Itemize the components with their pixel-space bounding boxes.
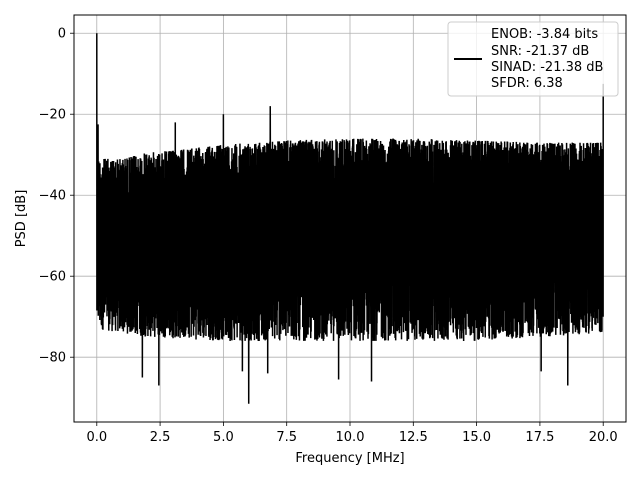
legend-entry-snr: SNR: -21.37 dB <box>491 44 589 59</box>
x-tick-label: 20.0 <box>589 430 618 445</box>
x-tick-label: 15.0 <box>462 430 491 445</box>
psd-series-line <box>96 33 604 404</box>
y-axis-label: PSD [dB] <box>14 190 29 248</box>
x-axis-label: Frequency [MHz] <box>295 451 404 466</box>
x-tick-label: 12.5 <box>399 430 428 445</box>
y-tick-label: −60 <box>39 270 66 285</box>
legend-entry-enob: ENOB: -3.84 bits <box>491 27 598 42</box>
y-tick-label: 0 <box>58 27 66 42</box>
y-tick-label: −80 <box>39 351 66 366</box>
y-tick-label: −40 <box>39 189 66 204</box>
legend-entry-sfdr: SFDR: 6.38 <box>491 76 563 91</box>
x-tick-label: 0.0 <box>86 430 107 445</box>
x-tick-label: 7.5 <box>276 430 297 445</box>
x-tick-label: 10.0 <box>336 430 365 445</box>
legend-entry-sinad: SINAD: -21.38 dB <box>491 60 603 75</box>
legend-box <box>447 21 619 97</box>
x-tick-label: 5.0 <box>213 430 234 445</box>
plot-area <box>96 33 604 404</box>
x-tick-label: 17.5 <box>525 430 554 445</box>
x-tick-label: 2.5 <box>150 430 171 445</box>
y-tick-label: −20 <box>39 108 66 123</box>
series-layer <box>96 33 604 404</box>
legend: ENOB: -3.84 bits SNR: -21.37 dB SINAD: -… <box>447 21 619 97</box>
x-axis-ticks: 0.0 2.5 5.0 7.5 10.0 12.5 15.0 17.5 20.0 <box>86 422 618 445</box>
y-axis-ticks: 0 −20 −40 −60 −80 <box>39 27 74 366</box>
